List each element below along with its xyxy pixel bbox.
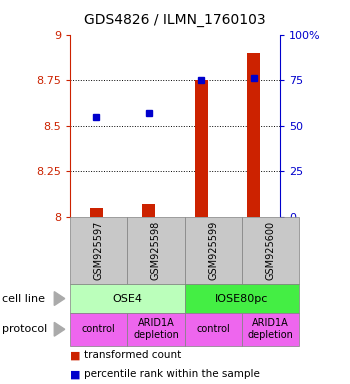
Text: percentile rank within the sample: percentile rank within the sample	[84, 369, 260, 379]
Text: cell line: cell line	[2, 293, 45, 304]
Text: control: control	[82, 324, 116, 334]
Bar	[142, 204, 155, 217]
Text: ■: ■	[70, 350, 80, 360]
Text: GSM925597: GSM925597	[94, 221, 104, 280]
Bar	[90, 208, 103, 217]
Text: ■: ■	[70, 369, 80, 379]
Text: control: control	[196, 324, 230, 334]
Text: GSM925599: GSM925599	[208, 221, 218, 280]
Text: ARID1A
depletion: ARID1A depletion	[248, 318, 294, 340]
Text: OSE4: OSE4	[112, 293, 142, 304]
Bar	[247, 53, 260, 217]
Bar	[195, 80, 208, 217]
Text: transformed count: transformed count	[84, 350, 181, 360]
Text: GSM925600: GSM925600	[266, 221, 275, 280]
Text: ARID1A
depletion: ARID1A depletion	[133, 318, 179, 340]
Text: GDS4826 / ILMN_1760103: GDS4826 / ILMN_1760103	[84, 13, 266, 27]
Text: protocol: protocol	[2, 324, 47, 334]
Text: GSM925598: GSM925598	[151, 221, 161, 280]
Text: IOSE80pc: IOSE80pc	[215, 293, 269, 304]
